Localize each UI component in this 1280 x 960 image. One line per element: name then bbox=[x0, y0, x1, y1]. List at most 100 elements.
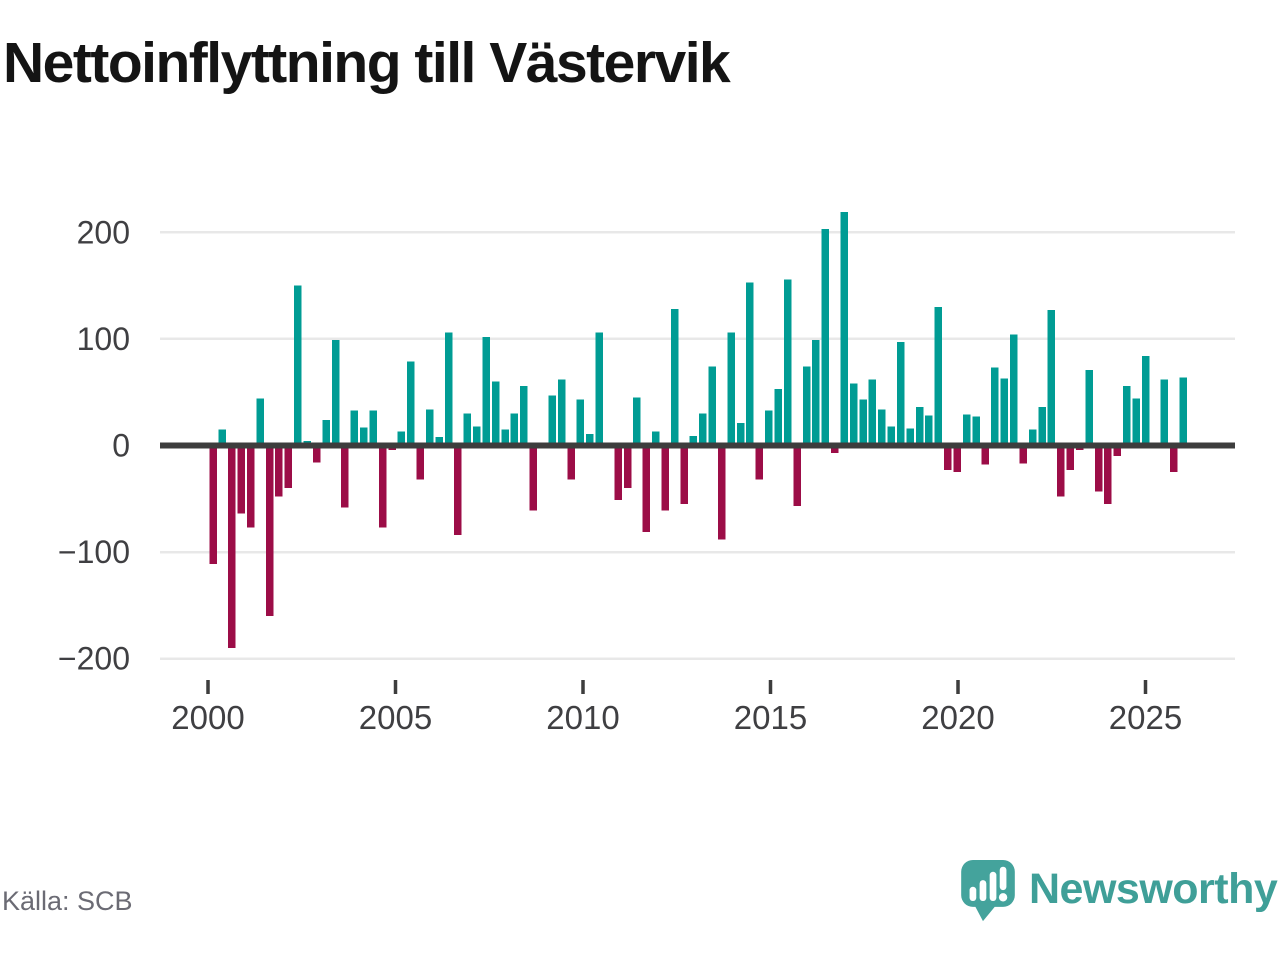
bar-positive bbox=[670, 309, 679, 446]
bar-negative bbox=[717, 445, 726, 540]
bar-negative bbox=[642, 445, 651, 532]
bar-positive bbox=[1010, 334, 1018, 446]
bar-positive bbox=[915, 407, 924, 446]
x-axis-tick bbox=[393, 680, 398, 694]
bar-positive bbox=[218, 429, 227, 446]
bar-positive bbox=[812, 340, 820, 446]
bar-negative bbox=[378, 445, 387, 528]
bar-negative bbox=[755, 445, 764, 480]
bar-negative bbox=[1066, 445, 1075, 471]
bar-positive bbox=[652, 431, 660, 446]
bar-negative bbox=[209, 445, 217, 564]
bar-positive bbox=[482, 336, 490, 446]
bar-positive bbox=[896, 342, 905, 446]
bar-negative bbox=[614, 445, 622, 500]
bar-positive bbox=[736, 423, 745, 446]
bar-positive bbox=[962, 414, 971, 446]
bar-positive bbox=[473, 426, 481, 446]
bar-negative bbox=[793, 445, 801, 507]
bar-positive bbox=[765, 410, 773, 446]
bar-positive bbox=[407, 361, 415, 446]
bar-positive bbox=[501, 429, 509, 446]
bar-positive bbox=[906, 428, 914, 446]
x-axis-tick bbox=[581, 680, 585, 694]
bar-positive bbox=[859, 399, 867, 446]
bar-positive bbox=[1000, 378, 1009, 446]
bar-negative bbox=[1019, 445, 1027, 464]
bar-negative bbox=[228, 445, 236, 648]
bar-positive bbox=[595, 332, 604, 446]
bar-negative bbox=[1094, 445, 1103, 492]
bar-positive bbox=[557, 379, 566, 446]
x-axis-tick bbox=[768, 680, 773, 694]
bar-negative bbox=[265, 445, 274, 616]
source-note: Källa: SCB bbox=[2, 886, 133, 916]
bar-negative bbox=[341, 445, 349, 508]
bar-positive bbox=[840, 212, 848, 446]
bar-negative bbox=[237, 445, 246, 514]
bar-positive bbox=[586, 433, 594, 446]
x-axis-tick-label: 2020 bbox=[921, 699, 994, 736]
brand-footer: Newsworthy bbox=[961, 860, 1278, 922]
bar-positive bbox=[1123, 385, 1131, 446]
bar-positive bbox=[576, 399, 585, 446]
bar-positive bbox=[397, 431, 406, 446]
bar-positive bbox=[1160, 379, 1169, 446]
chart-title: Nettoinflyttning till Västervik bbox=[3, 31, 731, 95]
bar-negative bbox=[1170, 445, 1178, 473]
bar-negative bbox=[529, 445, 538, 511]
y-axis-tick-label: −100 bbox=[58, 534, 130, 570]
bar-positive bbox=[774, 389, 782, 446]
bar-positive bbox=[1047, 310, 1056, 446]
bar-negative bbox=[1104, 445, 1112, 505]
bar-negative bbox=[953, 445, 961, 473]
logo-exclamation-dot bbox=[998, 893, 1008, 902]
bar-positive bbox=[699, 413, 707, 446]
bar-positive bbox=[727, 332, 735, 446]
bar-positive bbox=[689, 435, 698, 446]
bar-negative bbox=[661, 445, 669, 511]
logo-bar-small bbox=[969, 886, 977, 902]
x-axis-tick-label: 2000 bbox=[171, 699, 244, 736]
bar-positive bbox=[849, 383, 858, 446]
y-axis-tick-label: 200 bbox=[77, 214, 130, 250]
bar-negative bbox=[623, 445, 632, 489]
bar-negative bbox=[246, 445, 255, 528]
bar-positive bbox=[934, 306, 943, 446]
logo-bar-large bbox=[989, 871, 997, 902]
y-axis-tick-label: 0 bbox=[112, 428, 130, 464]
bar-positive bbox=[972, 416, 980, 446]
bar-positive bbox=[925, 415, 933, 446]
x-axis-tick-label: 2025 bbox=[1109, 699, 1182, 736]
bar-negative bbox=[1113, 445, 1122, 457]
x-axis-tick bbox=[956, 680, 960, 694]
bar-positive bbox=[1141, 355, 1150, 446]
bar-positive bbox=[360, 427, 368, 446]
bar-positive bbox=[887, 426, 896, 446]
bar-negative bbox=[1057, 445, 1065, 497]
x-axis-tick bbox=[1143, 680, 1148, 694]
logo-exclamation-stem bbox=[999, 866, 1007, 891]
bar-negative bbox=[275, 445, 283, 497]
bar-positive bbox=[256, 398, 264, 446]
bar-positive bbox=[821, 229, 830, 446]
bar-negative bbox=[567, 445, 575, 480]
bar-negative bbox=[680, 445, 688, 505]
x-axis-tick-label: 2010 bbox=[546, 699, 619, 736]
bar-negative bbox=[831, 445, 839, 453]
x-axis-tick bbox=[206, 680, 210, 694]
bar-negative bbox=[454, 445, 462, 536]
bar-positive bbox=[294, 285, 302, 446]
y-axis-tick-label: −200 bbox=[58, 641, 130, 677]
bar-positive bbox=[491, 381, 500, 446]
x-axis-tick-label: 2015 bbox=[734, 699, 807, 736]
bar-positive bbox=[369, 410, 377, 446]
bar-negative bbox=[312, 445, 321, 463]
bar-negative bbox=[284, 445, 293, 489]
bar-positive bbox=[322, 419, 330, 446]
brand-wordmark: Newsworthy bbox=[1029, 865, 1278, 913]
bar-negative bbox=[944, 445, 952, 471]
x-axis-tick-label: 2005 bbox=[359, 699, 432, 736]
bar-positive bbox=[783, 279, 792, 446]
